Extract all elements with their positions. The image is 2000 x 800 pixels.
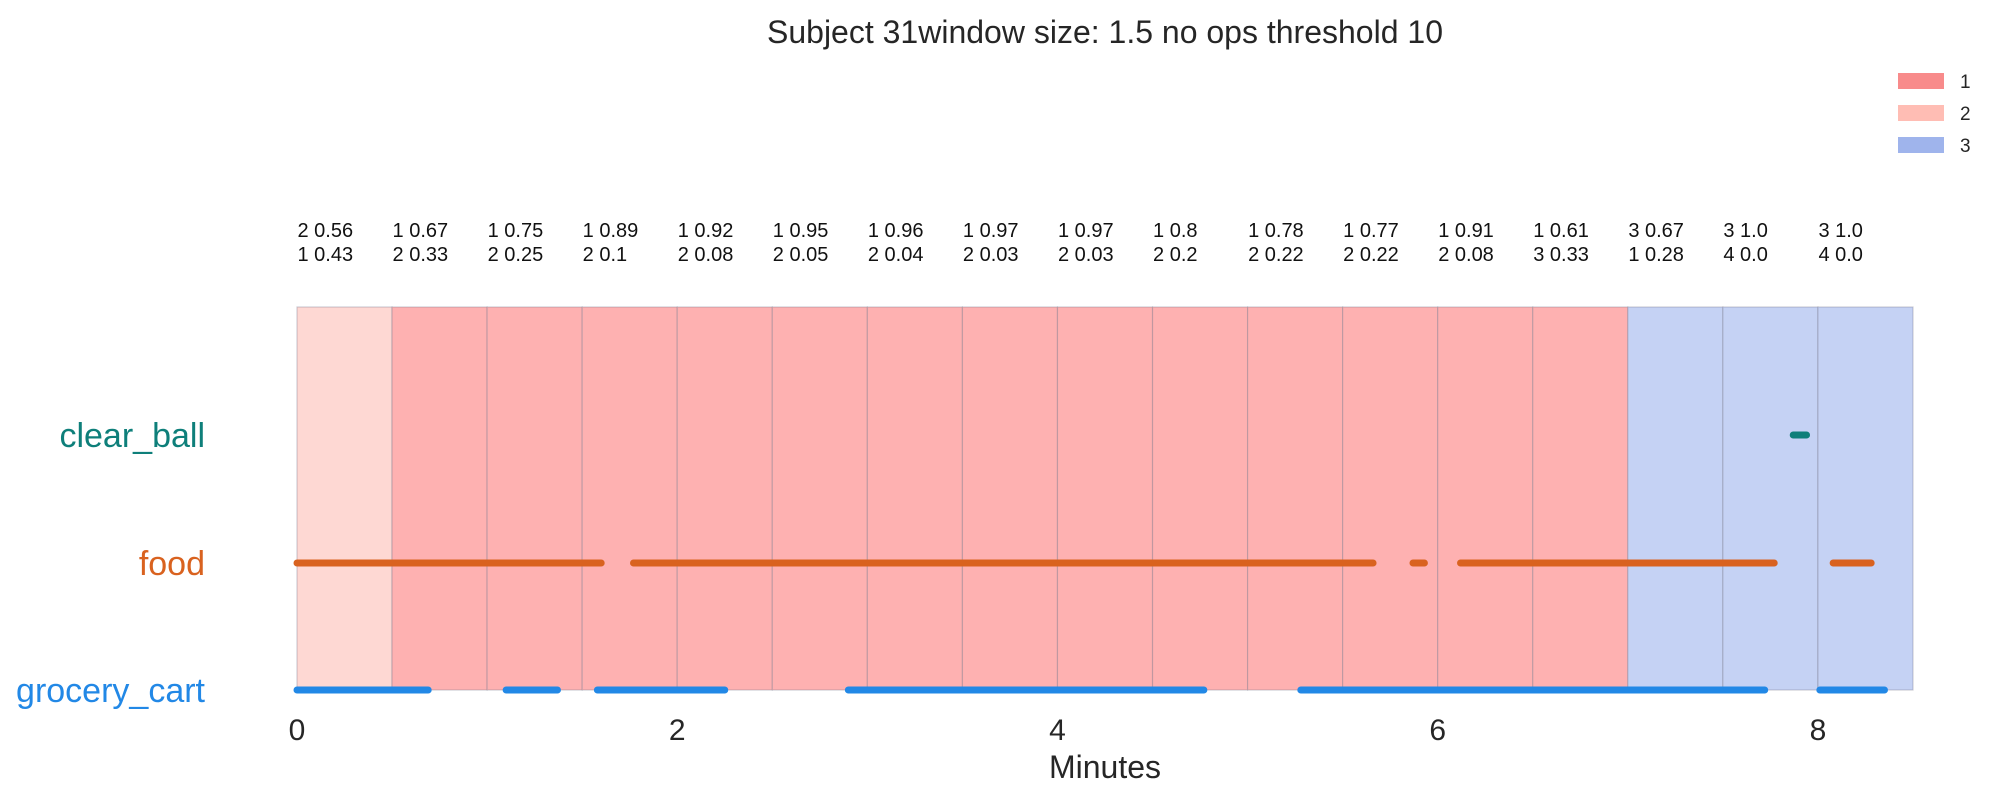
legend-swatch-1 [1898, 73, 1944, 89]
category-label-food: food [139, 545, 205, 583]
window-annotation-2-line1: 1 0.67 [393, 220, 449, 242]
window-annotation-1-line1: 2 0.56 [298, 220, 354, 242]
window-band-2 [391, 306, 488, 691]
window-band-5 [676, 306, 773, 691]
window-annotation-7-line1: 1 0.96 [868, 220, 924, 242]
window-annotation-13-line1: 1 0.91 [1438, 220, 1494, 242]
window-band-3 [486, 306, 583, 691]
window-band-12 [1342, 306, 1439, 691]
window-annotation-12-line2: 2 0.22 [1343, 244, 1399, 266]
window-band-17 [1817, 306, 1914, 691]
window-annotation-3-line1: 1 0.75 [488, 220, 544, 242]
legend-label-3: 3 [1960, 136, 1971, 157]
legend-label-1: 1 [1960, 72, 1971, 93]
window-annotation-17-line2: 4 0.0 [1818, 244, 1862, 266]
window-annotation-3-line2: 2 0.25 [488, 244, 544, 266]
window-annotation-15-line2: 1 0.28 [1628, 244, 1684, 266]
window-annotation-17-line1: 3 1.0 [1818, 220, 1862, 242]
window-bands [296, 306, 1914, 691]
window-band-9 [1056, 306, 1154, 691]
x-tick-label-2: 2 [669, 714, 686, 747]
window-annotation-11-line1: 1 0.78 [1248, 220, 1304, 242]
window-band-16 [1722, 306, 1819, 691]
window-annotation-8-line1: 1 0.97 [963, 220, 1019, 242]
window-annotation-10-line1: 1 0.8 [1153, 220, 1197, 242]
window-band-8 [961, 306, 1059, 691]
x-tick-label-0: 0 [289, 714, 306, 747]
legend: 1 2 3 [1898, 72, 1971, 157]
window-annotation-4-line2: 2 0.1 [583, 244, 627, 266]
window-band-13 [1437, 306, 1534, 691]
window-band-4 [581, 306, 678, 691]
chart-title: Subject 31window size: 1.5 no ops thresh… [767, 14, 1443, 50]
window-band-7 [866, 306, 964, 691]
window-annotation-11-line2: 2 0.22 [1248, 244, 1304, 266]
x-tick-label-6: 6 [1429, 714, 1446, 747]
window-annotations: 2 0.561 0.43 1 0.672 0.33 1 0.752 0.25 1 0.… [298, 220, 1863, 266]
window-band-15 [1627, 306, 1724, 691]
window-band-11 [1246, 306, 1344, 691]
category-label-grocery_cart: grocery_cart [16, 672, 206, 710]
window-annotation-2-line2: 2 0.33 [393, 244, 449, 266]
window-annotation-1-line2: 1 0.43 [298, 244, 354, 266]
window-annotation-15-line1: 3 0.67 [1628, 220, 1684, 242]
window-annotation-6-line1: 1 0.95 [773, 220, 829, 242]
legend-label-2: 2 [1960, 104, 1971, 125]
window-band-14 [1532, 306, 1629, 691]
window-annotation-8-line2: 2 0.03 [963, 244, 1019, 266]
window-annotation-10-line2: 2 0.2 [1153, 244, 1197, 266]
legend-swatch-2 [1898, 105, 1944, 121]
category-label-clear_ball: clear_ball [59, 417, 205, 455]
x-tick-label-4: 4 [1049, 714, 1066, 747]
activity-segments [293, 431, 1888, 694]
window-annotation-7-line2: 2 0.04 [868, 244, 924, 266]
window-annotation-6-line2: 2 0.05 [773, 244, 829, 266]
window-annotation-9-line2: 2 0.03 [1058, 244, 1114, 266]
window-band-6 [771, 306, 868, 691]
window-annotation-4-line1: 1 0.89 [583, 220, 639, 242]
window-annotation-13-line2: 2 0.08 [1438, 244, 1494, 266]
window-annotation-16-line1: 3 1.0 [1723, 220, 1767, 242]
x-axis-label: Minutes [1049, 749, 1161, 785]
x-axis-ticks: 0 2 4 6 8 [289, 714, 1827, 747]
window-annotation-5-line2: 2 0.08 [678, 244, 734, 266]
window-annotation-12-line1: 1 0.77 [1343, 220, 1399, 242]
legend-swatch-3 [1898, 137, 1944, 153]
x-tick-label-8: 8 [1810, 714, 1827, 747]
window-band-10 [1151, 306, 1249, 691]
window-annotation-16-line2: 4 0.0 [1723, 244, 1767, 266]
window-annotation-14-line1: 1 0.61 [1533, 220, 1589, 242]
window-band-1 [296, 306, 393, 691]
window-annotation-9-line1: 1 0.97 [1058, 220, 1114, 242]
window-annotation-5-line1: 1 0.92 [678, 220, 734, 242]
window-annotation-14-line2: 3 0.33 [1533, 244, 1589, 266]
